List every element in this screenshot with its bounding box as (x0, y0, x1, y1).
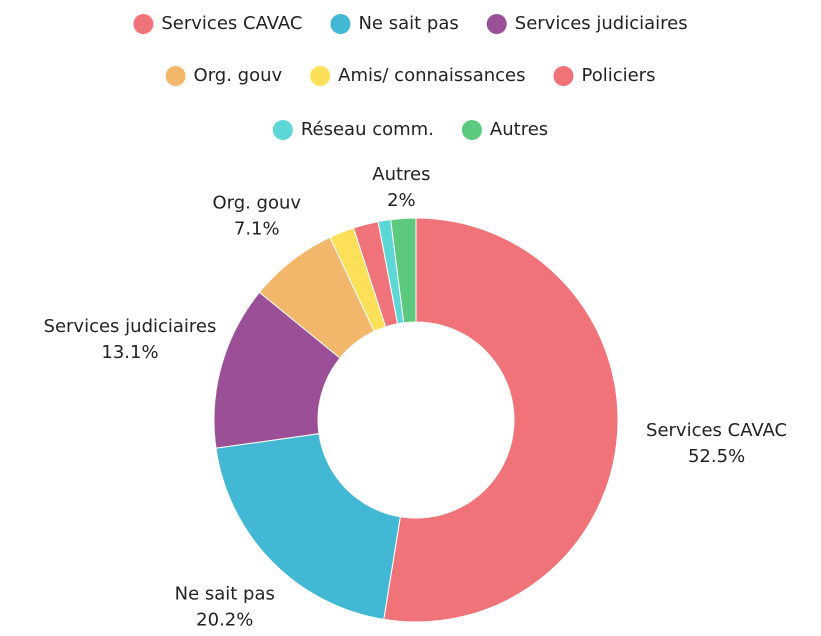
legend-label: Amis/ connaissances (338, 65, 525, 86)
donut-slice (390, 217, 417, 324)
donut-slice (215, 433, 401, 620)
legend-row: Org. gouv Amis/ connaissances Policiers (165, 65, 655, 86)
legend-label: Ne sait pas (358, 13, 458, 34)
slice-value: 13.1% (101, 342, 158, 363)
legend-row: Réseau comm. Autres (272, 119, 548, 140)
legend-swatch (486, 14, 507, 34)
slice-label: Services CAVAC (646, 420, 787, 441)
legend-swatch (272, 120, 293, 140)
legend-label: Autres (490, 119, 548, 140)
legend-label: Policiers (581, 65, 655, 86)
donut-slice (213, 291, 341, 449)
legend-swatch (165, 66, 186, 86)
legend-swatch (461, 120, 482, 140)
legend-swatch (553, 66, 574, 86)
slice-value: 52.5% (688, 446, 745, 467)
legend-row: Services CAVAC Ne sait pas Services judici… (133, 13, 688, 34)
slice-label: Autres (372, 164, 430, 185)
legend-swatch (133, 14, 154, 34)
donut-slice (383, 217, 619, 623)
slice-value: 20.2% (196, 609, 253, 630)
slice-value: 2% (387, 190, 416, 211)
legend-label: Services CAVAC (161, 13, 302, 34)
legend-label: Réseau comm. (301, 119, 434, 140)
slice-label: Services judiciaires (44, 316, 217, 337)
slice-label: Org. gouv (212, 192, 301, 213)
legend-label: Org. gouv (194, 65, 283, 86)
legend-label: Services judiciaires (515, 13, 688, 34)
slice-label: Ne sait pas (175, 583, 275, 604)
slice-value: 7.1% (234, 218, 280, 239)
legend-swatch (310, 66, 331, 86)
legend-swatch (330, 14, 351, 34)
